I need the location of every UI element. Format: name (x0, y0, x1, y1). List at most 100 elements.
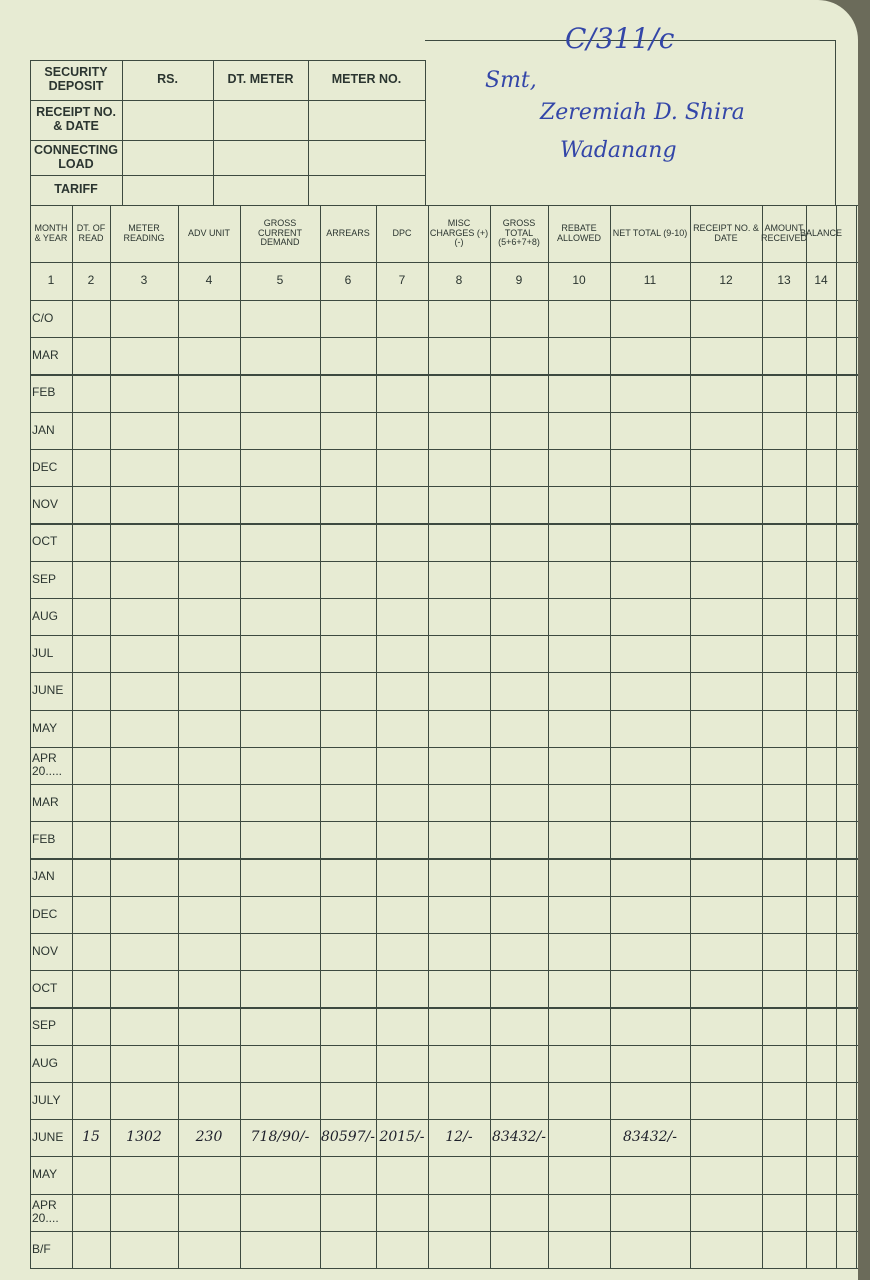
rule (30, 60, 425, 62)
header-label: SECURITY DEPOSIT (44, 65, 108, 93)
column-header: BALANCE (799, 227, 843, 238)
handwritten-entry: 83432/- (492, 1128, 546, 1145)
handwritten-entry: 80597/- (321, 1128, 375, 1145)
rule (320, 205, 322, 1268)
rule (30, 746, 858, 748)
handwriting: Wadanang (560, 138, 677, 163)
rule (30, 205, 32, 1268)
rule (836, 205, 838, 1268)
month-label: OCT (32, 534, 58, 549)
handwritten-entry: 718/90/- (250, 1128, 310, 1145)
column-number: 14 (814, 273, 828, 288)
column-header: GROSS CURRENT DEMAND (258, 217, 302, 248)
rule (856, 205, 858, 1268)
month-label: FEB (32, 832, 56, 847)
column-number: 6 (344, 273, 352, 288)
rule (213, 60, 215, 205)
month-label: MAR (32, 348, 59, 363)
month-label: JAN (32, 422, 55, 437)
rule (490, 205, 492, 1268)
header-label: METER NO. (331, 72, 402, 87)
month-label: MAR (32, 795, 59, 810)
month-label: JUL (32, 646, 54, 661)
rule (178, 205, 180, 1268)
handwritten-entry: 15 (82, 1128, 100, 1145)
rule (762, 205, 764, 1268)
handwriting: Zeremiah D. Shira (540, 100, 745, 125)
column-header: DPC (392, 227, 412, 238)
column-header: RECEIPT NO. & DATE (693, 222, 759, 243)
rule (428, 205, 430, 1268)
month-label: SEP (32, 1018, 57, 1033)
rule (30, 1268, 858, 1270)
header-label: RECEIPT NO. & DATE (36, 105, 116, 133)
rule (72, 205, 74, 1268)
column-number: 8 (455, 273, 463, 288)
header-label: TARIFF (54, 182, 98, 197)
column-header: DT. OF READ (76, 222, 106, 243)
column-number: 4 (205, 273, 213, 288)
rule (690, 205, 692, 1268)
month-label: MAY (32, 720, 58, 735)
handwriting: C/311/c (565, 22, 675, 55)
month-label: JUNE (32, 683, 64, 698)
month-label: FEB (32, 385, 56, 400)
rule (835, 40, 837, 205)
rule (548, 205, 550, 1268)
column-number: 1 (47, 273, 55, 288)
rule (30, 858, 858, 860)
rule (30, 1230, 858, 1232)
column-number: 2 (87, 273, 95, 288)
rule (30, 1156, 858, 1158)
month-label: C/O (32, 311, 54, 326)
handwritten-entry: 83432/- (623, 1128, 677, 1145)
rule (30, 411, 858, 413)
rule (30, 100, 425, 102)
handwritten-entry: 230 (195, 1128, 223, 1145)
rule (30, 523, 858, 525)
rule (30, 374, 858, 376)
column-number: 12 (719, 273, 733, 288)
month-label: OCT (32, 981, 58, 996)
column-header: AMOUNT RECEIVED (761, 222, 808, 243)
month-label: AUG (32, 608, 59, 623)
month-label: APR 20..... (32, 751, 63, 779)
rule (806, 205, 808, 1268)
rule (425, 60, 427, 205)
month-label: JUNE (32, 1130, 64, 1145)
rule (30, 175, 425, 177)
rule (30, 709, 858, 711)
column-header: NET TOTAL (9-10) (612, 227, 688, 238)
rule (425, 40, 835, 42)
month-label: SEP (32, 571, 57, 586)
rule (30, 1081, 858, 1084)
rule (240, 205, 242, 1268)
handwritten-entry: 1302 (126, 1128, 162, 1145)
column-header: REBATE ALLOWED (556, 222, 601, 243)
column-header: ADV UNIT (187, 227, 230, 238)
rule (30, 932, 858, 935)
rule (30, 1119, 858, 1121)
rule (30, 1007, 858, 1009)
handwritten-entry: 2015/- (379, 1128, 425, 1145)
header-label: CONNECTING LOAD (33, 142, 119, 171)
month-label: DEC (32, 906, 58, 921)
rule (30, 672, 858, 674)
header-label: DT. METER (227, 72, 294, 87)
rule (30, 1044, 858, 1046)
column-number: 10 (572, 273, 586, 288)
column-number: 3 (140, 273, 148, 288)
column-number: 7 (398, 273, 406, 288)
rule (30, 262, 858, 264)
column-number: 11 (643, 273, 657, 288)
rule (30, 821, 858, 823)
rule (30, 337, 858, 339)
month-label: AUG (32, 1055, 59, 1070)
handwritten-entry: 12/- (445, 1128, 473, 1145)
rule (30, 140, 425, 142)
rule (30, 300, 858, 302)
column-number: 9 (515, 273, 523, 288)
month-label: MAY (32, 1167, 58, 1182)
rule (308, 60, 310, 205)
